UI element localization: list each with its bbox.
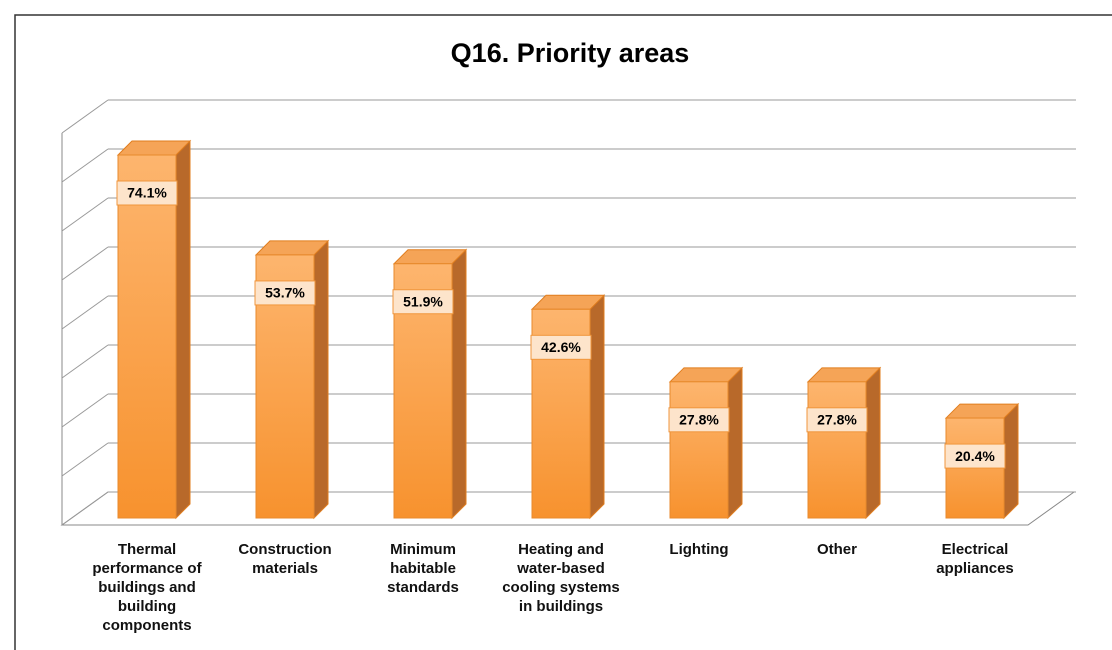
x-tick-label: Electrical appliances [936, 541, 1014, 577]
value-label: 42.6% [541, 339, 581, 355]
value-label: 51.9% [403, 293, 443, 309]
value-label-box [668, 407, 730, 433]
bar-side [451, 248, 467, 520]
grid-line-side [61, 99, 109, 134]
bar [669, 381, 729, 519]
bar [117, 154, 177, 519]
x-tick-label: Lighting [669, 541, 729, 558]
x-tick-label: Heating and water-based cooling systems … [502, 541, 620, 615]
value-label-box [392, 289, 454, 315]
x-tick-label: Construction materials [238, 541, 332, 577]
bar-side [727, 366, 743, 520]
value-label: 53.7% [265, 285, 305, 301]
value-label-box [806, 407, 868, 433]
x-tick-label: Other [816, 541, 857, 558]
bar-side [175, 139, 191, 520]
value-label: 20.4% [955, 448, 995, 464]
value-label-box [530, 334, 592, 360]
value-label: 27.8% [679, 412, 719, 428]
value-label: 74.1% [127, 185, 167, 201]
grid-line-side [61, 344, 109, 379]
value-label-box [116, 180, 178, 206]
value-label-box [944, 443, 1006, 469]
grid-line-side [61, 393, 109, 428]
grid-line-side [61, 246, 109, 281]
grid-line-side [61, 148, 109, 183]
chart-title: Q16. Priority areas [451, 38, 690, 68]
grid-line-side [61, 442, 109, 477]
x-tick-label: Thermal performance of buildings and bui… [92, 541, 202, 634]
grid-line-side [61, 197, 109, 232]
bar-side [589, 294, 605, 520]
frame [14, 14, 1112, 650]
x-tick-label: Minimum habitable standards [387, 541, 459, 596]
grid-line-side [61, 295, 109, 330]
value-label-box [254, 280, 316, 306]
bar-side [865, 366, 881, 520]
bar [807, 381, 867, 519]
grid-line-side [61, 491, 109, 526]
bar-side [313, 239, 329, 520]
bar-side [1003, 402, 1019, 520]
value-label: 27.8% [817, 412, 857, 428]
